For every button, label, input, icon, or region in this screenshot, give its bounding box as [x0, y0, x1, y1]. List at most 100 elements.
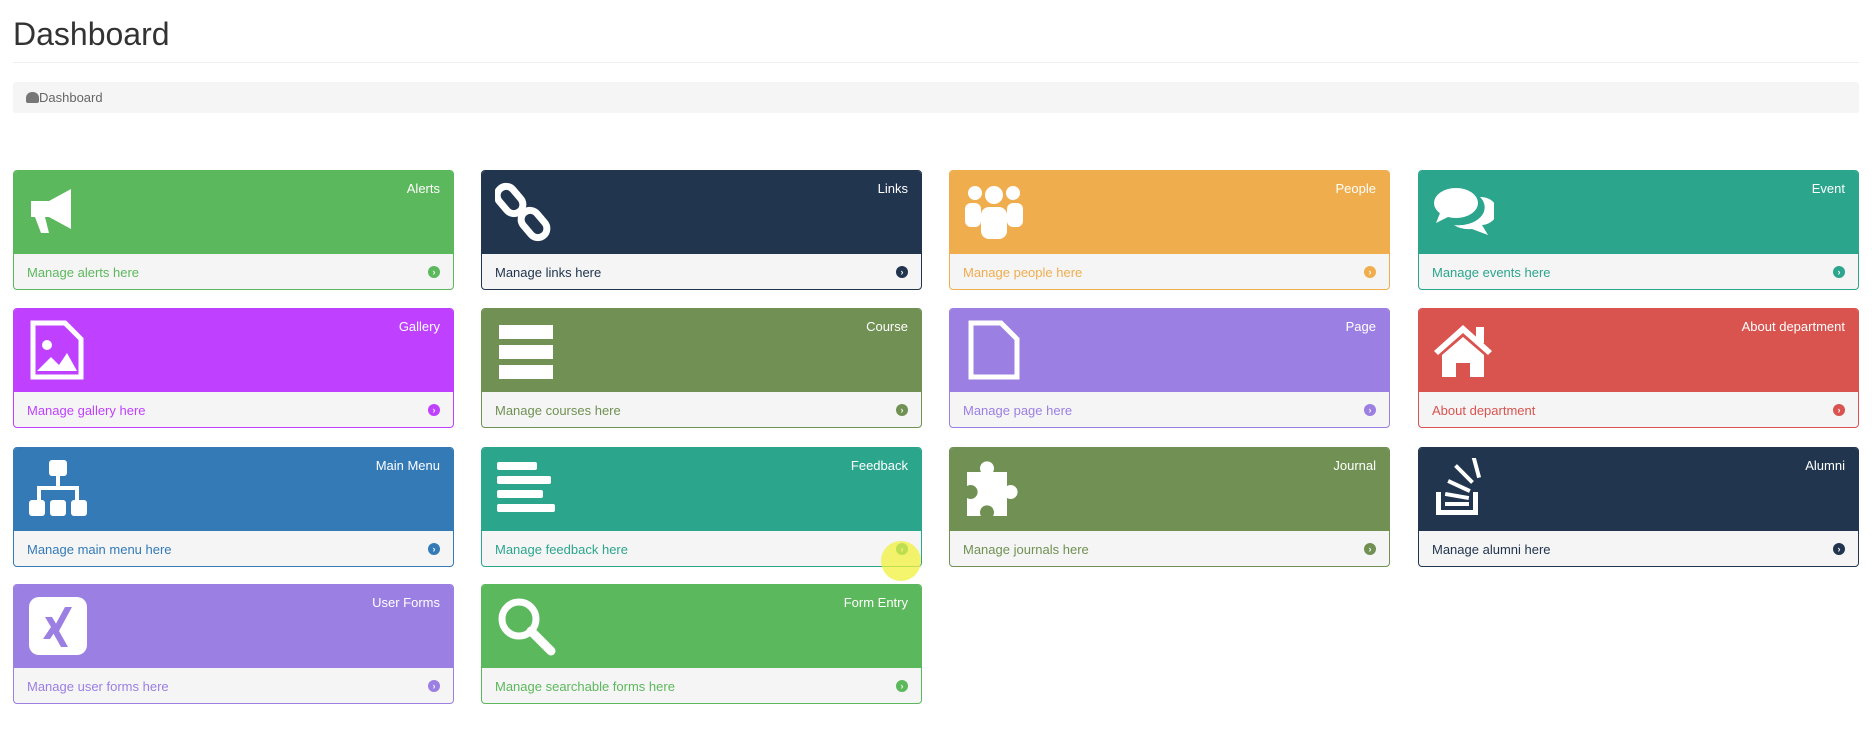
card-title: Course	[866, 319, 908, 334]
card-header: Page	[950, 309, 1389, 392]
card-header: Links	[482, 171, 921, 254]
arrow-circle-right-icon[interactable]: ›	[1833, 266, 1845, 278]
arrow-circle-right-icon[interactable]: ›	[896, 404, 908, 416]
arrow-circle-right-icon[interactable]: ›	[1833, 543, 1845, 555]
card-header: Feedback	[482, 448, 921, 531]
card-link-main-menu[interactable]: Manage main menu here ›	[14, 531, 453, 566]
arrow-circle-right-icon[interactable]: ›	[428, 404, 440, 416]
card-journal[interactable]: Journal Manage journals here ›	[949, 447, 1390, 567]
bullhorn-icon	[31, 189, 71, 233]
comments-icon	[1434, 188, 1494, 235]
xing-icon	[29, 597, 87, 655]
card-title: People	[1335, 181, 1376, 196]
arrow-circle-right-icon[interactable]: ›	[428, 543, 440, 555]
sitemap-icon	[29, 460, 87, 516]
card-link-event[interactable]: Manage events here ›	[1419, 254, 1858, 289]
divider	[13, 62, 1859, 63]
card-header: Alerts	[14, 171, 453, 254]
card-header: Journal	[950, 448, 1389, 531]
file-image-icon	[30, 320, 84, 380]
card-link-label[interactable]: Manage people here	[963, 265, 1083, 280]
card-title: Form Entry	[843, 595, 908, 610]
card-header: Course	[482, 309, 921, 392]
arrow-circle-right-icon[interactable]: ›	[1364, 266, 1376, 278]
card-alumni[interactable]: Alumni Manage alumni here ›	[1418, 447, 1859, 567]
card-link-about-department[interactable]: About department ›	[1419, 392, 1858, 427]
card-link-label[interactable]: Manage alerts here	[27, 265, 140, 280]
card-link-label[interactable]: Manage courses here	[495, 403, 621, 418]
card-links[interactable]: Links Manage links here ›	[481, 170, 922, 290]
card-link-label[interactable]: Manage main menu here	[27, 542, 172, 557]
align-left-icon	[497, 462, 555, 512]
card-title: Page	[1345, 319, 1376, 334]
arrow-circle-right-icon[interactable]: ›	[896, 266, 908, 278]
card-event[interactable]: Event Manage events here ›	[1418, 170, 1859, 290]
home-icon	[1434, 325, 1492, 377]
card-title: Feedback	[850, 458, 908, 473]
arrow-circle-right-icon[interactable]: ›	[428, 680, 440, 692]
stack-overflow-icon	[1436, 458, 1482, 515]
arrow-circle-right-icon[interactable]: ›	[1364, 404, 1376, 416]
card-header: People	[950, 171, 1389, 254]
card-link-links[interactable]: Manage links here ›	[482, 254, 921, 289]
card-link-user-forms[interactable]: Manage user forms here ›	[14, 668, 453, 703]
card-link-label[interactable]: Manage alumni here	[1432, 542, 1551, 557]
card-alerts[interactable]: Alerts Manage alerts here ›	[13, 170, 454, 290]
breadcrumb-item[interactable]: Dashboard	[39, 90, 103, 105]
card-link-label[interactable]: Manage page here	[963, 403, 1073, 418]
card-link-journal[interactable]: Manage journals here ›	[950, 531, 1389, 566]
card-user-forms[interactable]: User Forms Manage user forms here ›	[13, 584, 454, 704]
card-page[interactable]: Page Manage page here ›	[949, 308, 1390, 428]
card-title: Main Menu	[375, 458, 440, 473]
card-about-department[interactable]: About department About department ›	[1418, 308, 1859, 428]
arrow-circle-right-icon[interactable]: ›	[428, 266, 440, 278]
card-link-gallery[interactable]: Manage gallery here ›	[14, 392, 453, 427]
card-link-alerts[interactable]: Manage alerts here ›	[14, 254, 453, 289]
card-header: User Forms	[14, 585, 453, 668]
card-link-label[interactable]: Manage feedback here	[495, 542, 628, 557]
dashboard-icon	[26, 92, 39, 103]
card-link-label[interactable]: Manage searchable forms here	[495, 679, 675, 694]
arrow-circle-right-icon[interactable]: ›	[1833, 404, 1845, 416]
card-link-label[interactable]: Manage gallery here	[27, 403, 146, 418]
card-link-people[interactable]: Manage people here ›	[950, 254, 1389, 289]
card-header: Main Menu	[14, 448, 453, 531]
card-title: User Forms	[372, 595, 440, 610]
puzzle-icon	[967, 461, 1018, 516]
card-title: Links	[877, 181, 908, 196]
card-title: Gallery	[398, 319, 440, 334]
card-gallery[interactable]: Gallery Manage gallery here ›	[13, 308, 454, 428]
card-course[interactable]: Course Manage courses here ›	[481, 308, 922, 428]
search-icon	[498, 598, 556, 656]
arrow-circle-right-icon[interactable]: ›	[1364, 543, 1376, 555]
breadcrumb: Dashboard	[13, 82, 1859, 113]
card-link-page[interactable]: Manage page here ›	[950, 392, 1389, 427]
card-title: About department	[1741, 319, 1845, 334]
card-link-feedback[interactable]: Manage feedback here ›	[482, 531, 921, 566]
card-header: Event	[1419, 171, 1858, 254]
card-title: Alumni	[1805, 458, 1845, 473]
card-title: Alerts	[406, 181, 440, 196]
card-link-course[interactable]: Manage courses here ›	[482, 392, 921, 427]
users-icon	[965, 186, 1023, 239]
card-link-label[interactable]: Manage journals here	[963, 542, 1089, 557]
card-main-menu[interactable]: Main Menu Manage main menu here ›	[13, 447, 454, 567]
card-header: About department	[1419, 309, 1858, 392]
card-feedback[interactable]: Feedback Manage feedback here ›	[481, 447, 922, 567]
file-icon	[968, 320, 1020, 380]
card-title: Journal	[1333, 458, 1376, 473]
arrow-circle-right-icon[interactable]: ›	[896, 680, 908, 692]
card-link-label[interactable]: Manage links here	[495, 265, 602, 280]
server-icon	[499, 325, 553, 379]
card-people[interactable]: People Manage people here ›	[949, 170, 1390, 290]
card-link-label[interactable]: Manage user forms here	[27, 679, 169, 694]
card-header: Gallery	[14, 309, 453, 392]
card-link-form-entry[interactable]: Manage searchable forms here ›	[482, 668, 921, 703]
card-link-label[interactable]: Manage events here	[1432, 265, 1551, 280]
card-link-label[interactable]: About department	[1432, 403, 1536, 418]
card-form-entry[interactable]: Form Entry Manage searchable forms here …	[481, 584, 922, 704]
card-header: Form Entry	[482, 585, 921, 668]
card-title: Event	[1811, 181, 1845, 196]
card-link-alumni[interactable]: Manage alumni here ›	[1419, 531, 1858, 566]
cursor-highlight	[881, 541, 921, 581]
